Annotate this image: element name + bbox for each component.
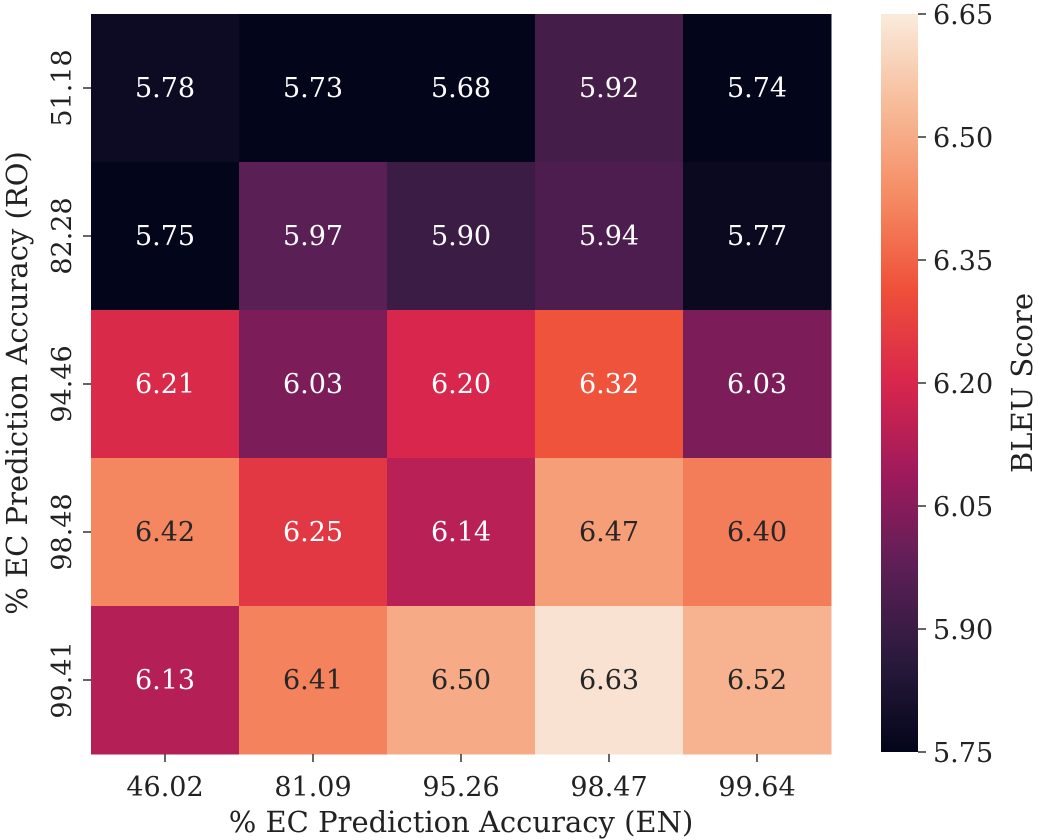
heatmap-cell-label-r0-c4: 5.74 [727, 73, 787, 104]
heatmap-cell-r2-c1 [239, 310, 388, 459]
heatmap-cell-r3-c2 [387, 458, 536, 607]
colorbar-tick-label-1: 5.90 [933, 615, 993, 646]
heatmap-cell-label-r1-c1: 5.97 [283, 221, 343, 252]
heatmap-cell-label-r3-c4: 6.40 [727, 517, 787, 548]
y-axis-label: % EC Prediction Accuracy (RO) [0, 151, 34, 615]
x-tick-label-1: 81.09 [274, 772, 351, 803]
colorbar-tick-label-0: 5.75 [933, 738, 993, 769]
heatmap-cell-r4-c3 [535, 606, 684, 755]
colorbar-tick-label-2: 6.05 [933, 492, 993, 523]
y-tick-label-1: 82.28 [47, 197, 78, 274]
heatmap-cell-label-r4-c4: 6.52 [727, 665, 787, 696]
y-tick-label-2: 94.46 [47, 345, 78, 422]
heatmap-cell-label-r3-c1: 6.25 [283, 517, 343, 548]
y-tick-label-0: 51.18 [47, 49, 78, 126]
heatmap-cell-r2-c4 [683, 310, 832, 459]
heatmap-cell-label-r4-c1: 6.41 [283, 665, 343, 696]
heatmap-cell-label-r1-c0: 5.75 [135, 221, 195, 252]
heatmap-cell-label-r0-c0: 5.78 [135, 73, 195, 104]
heatmap-cell-r0-c2 [387, 14, 536, 163]
heatmap-cell-r1-c2 [387, 162, 536, 311]
heatmap-cell-r2-c2 [387, 310, 536, 459]
x-tick-label-4: 99.64 [718, 772, 795, 803]
x-tick-label-2: 95.26 [422, 772, 499, 803]
colorbar-ticks: 5.75 5.90 6.05 6.20 6.35 6.50 6.65 [918, 0, 993, 769]
heatmap-cell-label-r2-c4: 6.03 [727, 369, 787, 400]
heatmap-cell-r4-c4 [683, 606, 832, 755]
y-tick-label-4: 99.41 [47, 641, 78, 718]
heatmap-cell-r1-c4 [683, 162, 832, 311]
heatmap-cell-r1-c3 [535, 162, 684, 311]
heatmap-cell-label-r0-c3: 5.92 [579, 73, 639, 104]
heatmap-cell-r3-c0 [91, 458, 240, 607]
colorbar-tick-label-6: 6.65 [933, 0, 993, 31]
y-axis-ticks: 51.18 82.28 94.46 98.48 99.41 [47, 49, 91, 719]
heatmap-cell-labels: 5.78 5.73 5.68 5.92 5.74 5.75 5.97 5.90 5.94 5.77… [135, 73, 787, 696]
colorbar-tick-label-5: 6.50 [933, 123, 993, 154]
heatmap-cell-label-r2-c2: 6.20 [431, 369, 491, 400]
heatmap-cell-label-r4-c3: 6.63 [579, 665, 639, 696]
heatmap-cell-label-r2-c1: 6.03 [283, 369, 343, 400]
heatmap-cell-label-r2-c0: 6.21 [135, 369, 195, 400]
heatmap-cell-r0-c4 [683, 14, 832, 163]
heatmap-cell-r4-c2 [387, 606, 536, 755]
heatmap-cell-r1-c0 [91, 162, 240, 311]
y-tick-label-3: 98.48 [47, 493, 78, 570]
heatmap-cell-r0-c0 [91, 14, 240, 163]
heatmap-cell-label-r0-c1: 5.73 [283, 73, 343, 104]
heatmap-cell-r4-c1 [239, 606, 388, 755]
colorbar-tick-label-4: 6.35 [933, 246, 993, 277]
heatmap-cell-r1-c1 [239, 162, 388, 311]
colorbar-tick-label-3: 6.20 [933, 369, 993, 400]
x-axis-ticks: 46.02 81.09 95.26 98.47 99.64 [126, 754, 796, 803]
x-axis-label: % EC Prediction Accuracy (EN) [229, 805, 694, 839]
heatmap-cell-label-r1-c4: 5.77 [727, 221, 787, 252]
heatmap-cell-r3-c4 [683, 458, 832, 607]
x-tick-label-0: 46.02 [126, 772, 203, 803]
heatmap-cell-r0-c1 [239, 14, 388, 163]
heatmap-cell-r3-c1 [239, 458, 388, 607]
heatmap-cell-r0-c3 [535, 14, 684, 163]
heatmap-cell-r3-c3 [535, 458, 684, 607]
heatmap-cell-label-r0-c2: 5.68 [431, 73, 491, 104]
colorbar-label: BLEU Score [1005, 293, 1038, 473]
colorbar [881, 14, 918, 752]
heatmap-cell-r2-c3 [535, 310, 684, 459]
heatmap-cell-label-r3-c0: 6.42 [135, 517, 195, 548]
heatmap-cell-label-r4-c0: 6.13 [135, 665, 195, 696]
x-tick-label-3: 98.47 [570, 772, 647, 803]
heatmap-cell-label-r1-c3: 5.94 [579, 221, 639, 252]
heatmap-cell-label-r4-c2: 6.50 [431, 665, 491, 696]
heatmap-cell-label-r1-c2: 5.90 [431, 221, 491, 252]
heatmap-cells [91, 14, 832, 755]
heatmap-cell-r2-c0 [91, 310, 240, 459]
heatmap-cell-label-r2-c3: 6.32 [579, 369, 639, 400]
heatmap-cell-r4-c0 [91, 606, 240, 755]
heatmap-cell-label-r3-c3: 6.47 [579, 517, 639, 548]
heatmap-cell-label-r3-c2: 6.14 [431, 517, 491, 548]
